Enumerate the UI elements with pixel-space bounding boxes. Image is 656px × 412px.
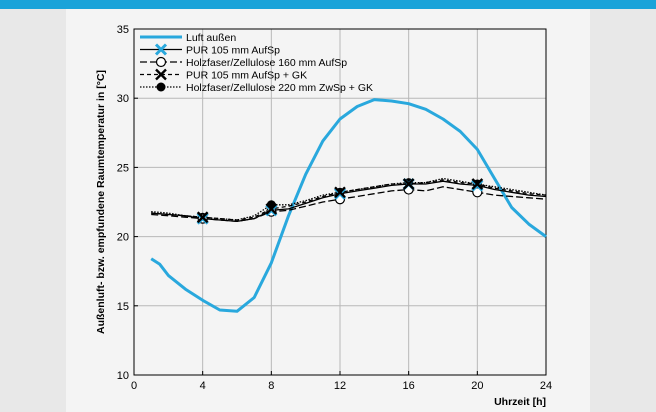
y-tick-label: 15 xyxy=(117,301,129,313)
legend-marker xyxy=(154,43,168,56)
x-tick-label: 20 xyxy=(471,380,483,392)
series-4-marker xyxy=(334,186,346,199)
legend-label: PUR 105 mm AufSp + GK xyxy=(186,70,307,82)
series-4-marker xyxy=(402,178,415,190)
series-markers xyxy=(196,177,484,225)
x-tick-label: 4 xyxy=(200,380,206,392)
series-3-marker xyxy=(472,187,483,198)
y-tick-label: 20 xyxy=(117,232,129,244)
legend-label: Holzfaser/Zellulose 220 mm ZwSp + GK xyxy=(186,82,373,94)
legend-item: Holzfaser/Zellulose 220 mm ZwSp + GK xyxy=(140,82,373,94)
series-4-marker xyxy=(471,178,484,190)
y-axis-title: Außenluft- bzw. empfundene Raumtemperatu… xyxy=(95,70,107,334)
legend-item: PUR 105 mm AufSp + GK xyxy=(140,68,307,82)
legend-label: Holzfaser/Zellulose 160 mm AufSp xyxy=(186,57,347,69)
series-4-marker xyxy=(196,211,209,224)
x-tick-label: 8 xyxy=(268,380,274,392)
series-line-2 xyxy=(151,180,547,223)
top-accent-bar xyxy=(0,0,656,9)
legend-marker xyxy=(155,68,167,81)
legend-marker xyxy=(156,82,166,92)
grid-lines xyxy=(134,29,546,375)
y-tick-label: 10 xyxy=(117,370,129,382)
legend-marker xyxy=(155,56,167,68)
x-tick-label: 0 xyxy=(131,380,137,392)
x-tick-label: 16 xyxy=(403,380,415,392)
series-line-5 xyxy=(151,177,547,221)
x-tick-label: 24 xyxy=(540,380,552,392)
legend-item: Holzfaser/Zellulose 160 mm AufSp xyxy=(140,56,347,69)
legend-item: PUR 105 mm AufSp xyxy=(140,43,280,57)
y-tick-label: 30 xyxy=(117,93,129,105)
right-margin xyxy=(590,9,656,412)
chart-panel xyxy=(66,9,590,412)
y-tick-label: 25 xyxy=(117,162,129,174)
y-tick-label: 35 xyxy=(117,24,129,36)
x-axis-title: Uhrzeit [h] xyxy=(494,396,546,408)
legend-item: Luft außen xyxy=(140,32,236,44)
series-line-1 xyxy=(150,98,547,313)
axis-ticks: 0 4 8 12 16 20 24 10 15 20 25 30 35 xyxy=(117,24,552,392)
series-lines xyxy=(150,98,547,313)
x-tick-label: 12 xyxy=(334,380,346,392)
legend-label: PUR 105 mm AufSp xyxy=(186,45,280,57)
series-4-marker xyxy=(265,203,278,215)
left-margin xyxy=(0,9,66,412)
legend-label: Luft außen xyxy=(186,32,236,44)
